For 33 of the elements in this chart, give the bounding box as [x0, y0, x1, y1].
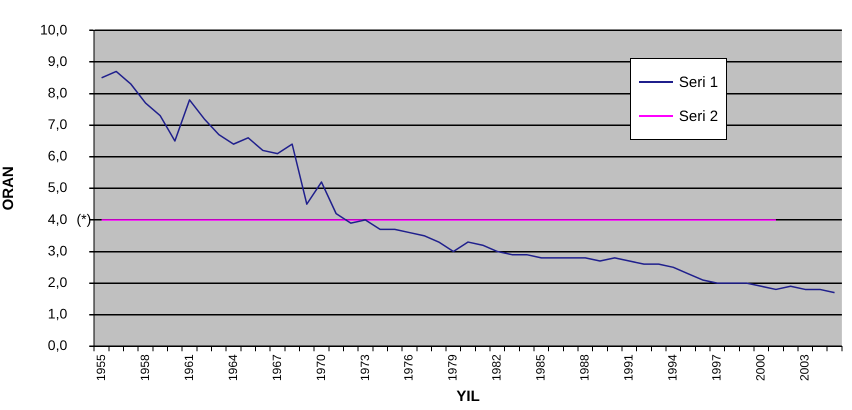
- x-tick-label: 1994: [666, 354, 680, 382]
- legend-label: Seri 2: [678, 108, 718, 125]
- y-tick-label: 10,0: [40, 21, 68, 38]
- y-tick-label: 2,0: [48, 274, 68, 290]
- legend-label: Seri 1: [678, 74, 718, 91]
- y-tick-label: 5,0: [48, 179, 68, 196]
- x-tick-label: 1997: [710, 354, 724, 382]
- x-tick-label: 1979: [446, 354, 460, 382]
- x-tick-label: 1967: [270, 354, 284, 382]
- x-tick-label: 1988: [578, 354, 592, 382]
- x-tick-label: 1955: [94, 354, 108, 382]
- y-tick-label: 3,0: [48, 242, 68, 258]
- y-tick-label: 0,0: [48, 337, 68, 354]
- x-axis-title: YIL: [456, 388, 480, 406]
- x-tick-label: 1991: [622, 354, 636, 382]
- y-tick-label: 9,0: [48, 52, 68, 69]
- x-tick-label: 1973: [358, 354, 372, 382]
- x-tick-label: 2000: [754, 354, 768, 382]
- y-tick-label: 4,0: [48, 210, 68, 227]
- x-tick-label: 1961: [182, 354, 196, 382]
- x-tick-label: 1964: [226, 354, 240, 382]
- y-tick-label: 1,0: [48, 306, 68, 322]
- x-tick-label: 2003: [798, 354, 812, 382]
- y-tick-label: 7,0: [48, 116, 68, 132]
- x-tick-label: 1970: [314, 354, 328, 382]
- x-tick-label: 1982: [490, 354, 504, 382]
- text: (*): [76, 210, 92, 227]
- x-tick-label: 1985: [534, 354, 548, 382]
- y-tick-label: 6,0: [48, 148, 68, 164]
- y-tick-label: 8,0: [48, 84, 68, 100]
- y-axis-title: ORAN: [0, 166, 18, 210]
- x-tick-label: 1976: [402, 354, 416, 382]
- x-tick-label: 1958: [138, 354, 152, 382]
